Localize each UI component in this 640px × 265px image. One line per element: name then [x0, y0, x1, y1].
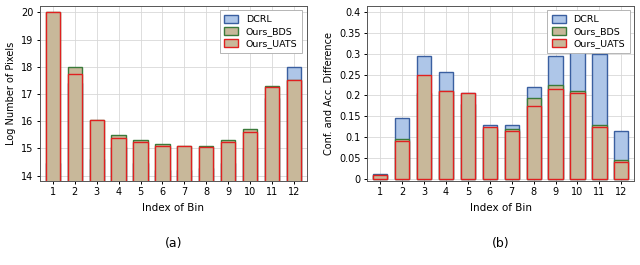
Bar: [483, 125, 497, 179]
Bar: [156, 170, 170, 265]
Bar: [548, 56, 563, 179]
Legend: DCRL, Ours_BDS, Ours_UATS: DCRL, Ours_BDS, Ours_UATS: [547, 10, 630, 53]
Bar: [90, 120, 104, 265]
X-axis label: Index of Bin: Index of Bin: [142, 203, 204, 213]
Bar: [111, 147, 125, 265]
Bar: [68, 74, 82, 265]
Bar: [527, 87, 541, 179]
Bar: [111, 138, 125, 265]
Bar: [504, 131, 519, 179]
Bar: [527, 98, 541, 179]
Bar: [68, 83, 82, 265]
Bar: [548, 89, 563, 179]
Bar: [221, 164, 236, 265]
Y-axis label: Conf. and Acc. Difference: Conf. and Acc. Difference: [324, 32, 333, 155]
Bar: [46, 12, 60, 265]
Bar: [417, 74, 431, 179]
Bar: [199, 146, 213, 265]
Bar: [46, 12, 60, 265]
Bar: [221, 140, 236, 265]
Bar: [156, 146, 170, 265]
Bar: [483, 127, 497, 179]
Y-axis label: Log Number of Pixels: Log Number of Pixels: [6, 42, 15, 145]
Bar: [373, 174, 387, 179]
Bar: [177, 170, 191, 265]
Bar: [439, 91, 453, 179]
Bar: [439, 72, 453, 179]
Bar: [221, 142, 236, 265]
Bar: [133, 142, 148, 265]
Bar: [461, 104, 475, 179]
Bar: [265, 86, 279, 265]
Bar: [243, 129, 257, 265]
Bar: [287, 80, 301, 265]
Bar: [265, 87, 279, 265]
Bar: [177, 146, 191, 265]
Bar: [373, 175, 387, 179]
Bar: [199, 147, 213, 265]
Bar: [156, 144, 170, 265]
Bar: [68, 67, 82, 265]
Bar: [570, 31, 584, 179]
Bar: [111, 135, 125, 265]
Bar: [417, 93, 431, 179]
Bar: [614, 131, 628, 179]
Bar: [504, 125, 519, 179]
Bar: [548, 85, 563, 179]
Text: (b): (b): [492, 237, 509, 250]
Bar: [483, 129, 497, 179]
Text: (a): (a): [164, 237, 182, 250]
Bar: [614, 160, 628, 179]
Bar: [614, 162, 628, 179]
Bar: [199, 167, 213, 265]
Bar: [177, 146, 191, 265]
Bar: [439, 91, 453, 179]
Bar: [133, 164, 148, 265]
Bar: [373, 175, 387, 179]
Bar: [265, 98, 279, 265]
Bar: [395, 118, 410, 179]
Bar: [90, 159, 104, 265]
Bar: [287, 80, 301, 265]
Bar: [592, 125, 607, 179]
Bar: [90, 120, 104, 265]
Bar: [417, 56, 431, 179]
Bar: [133, 140, 148, 265]
Bar: [243, 132, 257, 265]
Bar: [570, 91, 584, 179]
Bar: [570, 93, 584, 179]
Bar: [461, 93, 475, 179]
Bar: [243, 148, 257, 265]
Bar: [592, 127, 607, 179]
Bar: [461, 93, 475, 179]
X-axis label: Index of Bin: Index of Bin: [470, 203, 532, 213]
Bar: [287, 67, 301, 265]
Bar: [395, 142, 410, 179]
Bar: [395, 139, 410, 179]
Bar: [504, 129, 519, 179]
Bar: [46, 164, 60, 265]
Bar: [527, 106, 541, 179]
Bar: [592, 54, 607, 179]
Legend: DCRL, Ours_BDS, Ours_UATS: DCRL, Ours_BDS, Ours_UATS: [220, 10, 302, 53]
